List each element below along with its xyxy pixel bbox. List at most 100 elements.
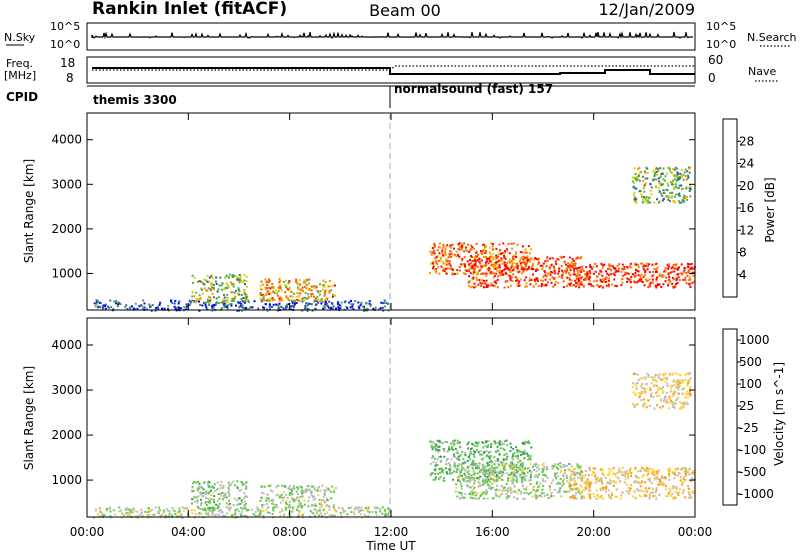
echo-cell [631, 176, 634, 179]
echo-cell [222, 496, 225, 499]
echo-cell [518, 280, 521, 283]
echo-cell [554, 472, 557, 475]
echo-cell [643, 264, 646, 267]
echo-cell [473, 269, 476, 272]
echo-cell [615, 285, 618, 288]
echo-cell [687, 380, 690, 383]
echo-cell [469, 458, 472, 461]
echo-cell [489, 272, 492, 275]
echo-cell [268, 280, 271, 282]
echo-cell [514, 276, 517, 279]
echo-cell [557, 463, 559, 466]
echo-cell [481, 279, 484, 282]
echo-cell [121, 512, 123, 515]
echo-cell [350, 511, 353, 514]
echo-cell [633, 406, 636, 409]
echo-cell [550, 491, 553, 494]
echo-cell [193, 300, 196, 303]
echo-cell [440, 467, 443, 470]
echo-cell [521, 268, 524, 271]
echo-cell [204, 509, 207, 512]
echo-cell [527, 245, 530, 248]
echo-cell [674, 372, 677, 375]
echo-cell [219, 487, 222, 490]
echo-cell [603, 280, 606, 283]
echo-cell [676, 178, 679, 181]
echo-cell [592, 493, 595, 496]
echo-cell [315, 303, 318, 306]
echo-cell [433, 252, 436, 255]
echo-cell [569, 496, 572, 499]
echo-cell [491, 263, 494, 266]
echo-cell [270, 292, 272, 295]
echo-cell [453, 465, 456, 467]
echo-cell [664, 270, 667, 273]
echo-cell [670, 399, 672, 402]
echo-cell [598, 273, 601, 275]
echo-cell [525, 259, 528, 262]
echo-cell [633, 176, 636, 179]
echo-cell [218, 514, 221, 516]
echo-cell [240, 280, 243, 283]
echo-cell [605, 276, 608, 279]
echo-cell [687, 269, 690, 272]
echo-cell [519, 278, 522, 281]
echo-cell [213, 483, 216, 486]
echo-cell [238, 281, 241, 284]
echo-cell [305, 287, 308, 290]
echo-cell [260, 280, 263, 283]
echo-cell [531, 273, 534, 276]
echo-cell [480, 250, 482, 252]
echo-cell [482, 478, 484, 481]
echo-cell [430, 462, 432, 465]
echo-cell [602, 278, 605, 281]
echo-cell [219, 276, 222, 279]
echo-cell [497, 459, 500, 462]
echo-cell [664, 175, 667, 178]
echo-cell [290, 290, 293, 293]
echo-cell [683, 470, 686, 473]
echo-cell [460, 485, 463, 488]
echo-cell [226, 307, 229, 310]
echo-cell [532, 285, 535, 288]
echo-cell [483, 474, 486, 477]
echo-cell [318, 514, 321, 517]
echo-cell [537, 473, 540, 476]
echo-cell [526, 285, 528, 288]
echo-cell [208, 303, 211, 306]
echo-cell [651, 178, 654, 181]
echo-cell [523, 457, 526, 460]
echo-cell [589, 276, 591, 279]
echo-cell [289, 492, 292, 495]
echo-cell [314, 497, 317, 500]
echo-cell [539, 494, 541, 497]
echo-cell [206, 289, 209, 292]
echo-cell [650, 392, 653, 395]
echo-cell [264, 278, 267, 281]
echo-cell [538, 467, 540, 470]
echo-cell [171, 514, 174, 517]
echo-cell [610, 491, 613, 494]
echo-cell [455, 255, 458, 258]
echo-cell [557, 275, 560, 278]
echo-cell [655, 497, 658, 500]
echo-cell [671, 485, 674, 488]
echo-cell [489, 284, 492, 287]
echo-cell [230, 291, 233, 294]
echo-cell [527, 267, 530, 270]
echo-cell [661, 172, 664, 175]
echo-cell [495, 488, 498, 491]
echo-cell [243, 500, 246, 503]
echo-cell [485, 488, 488, 491]
echo-cell [533, 278, 536, 281]
echo-cell [354, 506, 357, 509]
echo-cell [496, 260, 499, 263]
echo-cell [435, 261, 438, 264]
echo-cell [199, 303, 202, 306]
echo-cell [476, 442, 479, 445]
echo-cell [659, 373, 662, 376]
echo-cell [544, 480, 547, 483]
echo-cell [534, 463, 537, 466]
echo-cell [472, 463, 475, 466]
